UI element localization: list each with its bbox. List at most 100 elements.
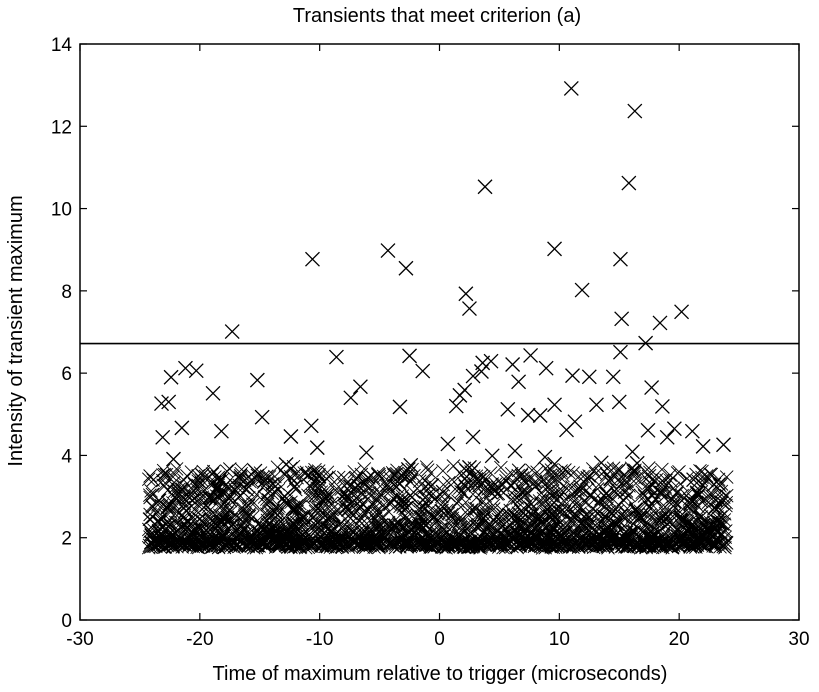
data-point (398, 260, 414, 276)
data-point (249, 372, 265, 388)
data-point (695, 438, 711, 454)
data-point (305, 251, 320, 267)
data-point (358, 445, 374, 461)
y-tick-label: 2 (61, 529, 72, 550)
data-point (547, 241, 562, 257)
data-point (309, 440, 325, 456)
x-tick-label: 0 (434, 629, 445, 650)
data-point (598, 490, 614, 506)
data-point (684, 423, 700, 439)
data-point (303, 418, 319, 434)
data-point (166, 451, 181, 467)
y-tick-label: 8 (61, 282, 72, 303)
data-point (654, 399, 670, 414)
data-point (507, 443, 523, 459)
data-point (182, 487, 198, 502)
data-point (352, 379, 368, 395)
data-point (328, 349, 344, 365)
data-point (415, 363, 431, 379)
y-tick-label: 6 (61, 364, 72, 385)
data-point (547, 397, 562, 413)
data-point (612, 251, 628, 267)
dense-marker-layer (141, 459, 734, 555)
data-point (612, 344, 628, 360)
data-point (563, 80, 579, 96)
data-point (666, 421, 682, 437)
data-point (574, 282, 590, 298)
data-point (254, 409, 270, 425)
data-point (224, 324, 240, 340)
y-tick-label: 12 (51, 117, 72, 138)
x-tick-label: 10 (549, 629, 570, 650)
data-point (151, 493, 167, 509)
data-point (511, 374, 527, 390)
data-point (403, 457, 419, 473)
data-point (477, 179, 493, 195)
data-point (537, 449, 553, 465)
data-point (640, 422, 656, 438)
data-point (239, 481, 255, 497)
data-point (452, 387, 468, 403)
data-point (538, 360, 554, 376)
data-point (593, 455, 609, 471)
x-tick-label: 30 (788, 629, 809, 650)
data-point (629, 455, 645, 471)
data-point (686, 472, 702, 488)
x-axis-label: Time of maximum relative to trigger (mic… (213, 663, 668, 685)
data-point (611, 394, 627, 410)
data-point (370, 467, 386, 483)
data-point (205, 385, 221, 401)
chart-title: Transients that meet criterion (a) (293, 5, 581, 27)
data-point (155, 429, 171, 445)
data-point (581, 369, 597, 385)
data-point (188, 363, 204, 379)
data-point (505, 357, 521, 372)
y-tick-label: 10 (51, 200, 72, 221)
data-point (706, 477, 722, 493)
data-point (283, 429, 299, 444)
data-point (523, 347, 539, 363)
y-tick-label: 14 (51, 35, 73, 56)
dense-marker-cluster (141, 459, 734, 555)
data-point (674, 304, 690, 320)
data-point (343, 390, 359, 406)
data-point (163, 369, 179, 385)
data-point (654, 473, 670, 489)
data-point (659, 429, 675, 445)
data-point (400, 461, 416, 477)
y-tick-label: 0 (61, 611, 72, 632)
data-point (177, 360, 193, 376)
data-point (402, 348, 418, 364)
data-point (573, 482, 589, 498)
data-point (465, 429, 481, 445)
data-point (380, 243, 396, 258)
data-point (605, 369, 621, 385)
data-point (278, 457, 294, 472)
data-point (644, 380, 660, 396)
data-point (458, 286, 474, 302)
axes: -30 -20 -10 0 10 20 30 0 2 4 6 8 10 12 14 (51, 35, 810, 650)
y-axis-label: Intensity of transient maximum (5, 195, 27, 466)
data-point (448, 398, 464, 414)
data-point (716, 437, 731, 453)
x-tick-label: -20 (186, 629, 213, 650)
data-point (517, 487, 533, 503)
data-point (614, 311, 630, 327)
data-point (520, 407, 536, 423)
data-point (621, 175, 637, 191)
data-point (319, 488, 335, 504)
data-point (194, 467, 210, 483)
data-point (547, 456, 562, 472)
data-point (392, 399, 408, 415)
y-tick-label: 4 (61, 446, 72, 467)
data-point (652, 315, 668, 331)
data-point (154, 396, 169, 412)
data-point (213, 423, 229, 439)
data-point (461, 459, 477, 475)
x-tick-label: -10 (306, 629, 333, 650)
data-point (589, 397, 604, 413)
x-tick-label: -30 (66, 629, 93, 650)
data-point (559, 422, 574, 438)
data-points (151, 80, 731, 509)
